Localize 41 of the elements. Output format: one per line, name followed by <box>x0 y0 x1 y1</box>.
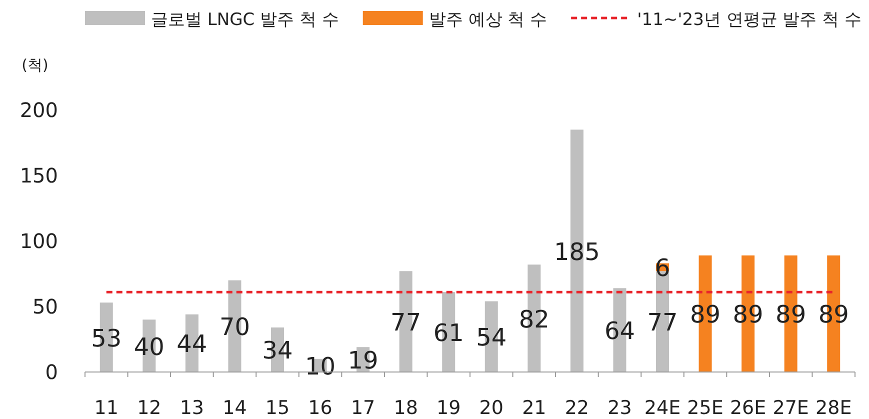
data-label: 82 <box>518 305 550 334</box>
data-label: 64 <box>604 317 635 346</box>
x-tick-label: 19 <box>436 397 461 419</box>
x-tick-label: 24E <box>644 397 681 419</box>
y-tick-label: 50 <box>32 294 58 318</box>
x-tick-label: 17 <box>350 397 376 419</box>
data-label: 185 <box>554 238 600 266</box>
x-tick-label: 13 <box>180 397 204 419</box>
y-tick-label: 200 <box>20 98 58 122</box>
y-tick-label: 100 <box>20 229 58 253</box>
data-label: 61 <box>433 319 464 348</box>
data-label: 34 <box>262 336 293 365</box>
x-tick-label: 15 <box>265 397 290 419</box>
x-tick-label: 28E <box>816 397 852 419</box>
x-tick-label: 21 <box>522 397 546 419</box>
x-tick-label: 23 <box>608 397 632 419</box>
data-label: 19 <box>348 346 378 375</box>
x-tick-label: 22 <box>564 397 590 419</box>
data-label: 40 <box>134 332 164 361</box>
legend-label: 발주 예상 척 수 <box>428 10 548 30</box>
data-label: 77 <box>647 308 678 337</box>
data-label: 54 <box>476 324 507 352</box>
x-tick-label: 18 <box>394 397 418 419</box>
x-tick-label: 26E <box>730 397 766 419</box>
x-tick-label: 12 <box>137 397 162 419</box>
data-label: 10 <box>305 352 336 380</box>
x-tick-label: 11 <box>94 397 118 419</box>
x-tick-label: 27E <box>772 397 809 419</box>
legend-label: '11~'23년 연평균 발주 척 수 <box>637 10 862 30</box>
data-label: 44 <box>176 330 208 358</box>
data-label: 53 <box>91 324 122 352</box>
y-tick-label: 0 <box>45 360 58 384</box>
data-label: 77 <box>390 308 422 337</box>
x-tick-label: 16 <box>308 397 332 419</box>
x-tick-label: 14 <box>222 397 247 419</box>
y-axis-title: (척) <box>22 56 48 74</box>
data-label: 70 <box>219 313 250 342</box>
legend-label: 글로벌 LNGC 발주 척 수 <box>151 10 339 30</box>
y-tick-label: 150 <box>20 164 58 188</box>
x-tick-label: 20 <box>479 397 504 419</box>
x-tick-label: 25E <box>687 397 724 419</box>
